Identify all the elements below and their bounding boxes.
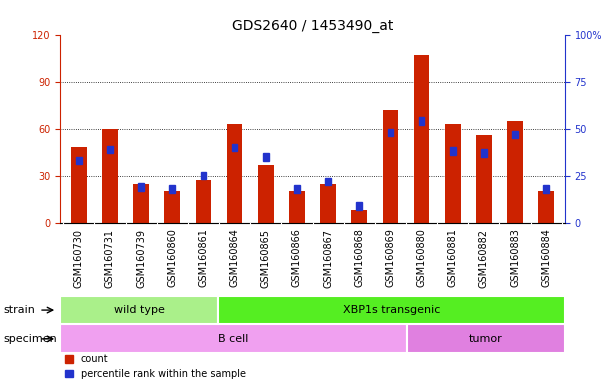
Text: B cell: B cell [218,334,249,344]
Bar [60,296,218,324]
Bar [169,185,175,193]
Text: GSM160882: GSM160882 [479,228,489,288]
Bar [450,147,456,155]
Bar [71,147,87,223]
Bar [407,324,565,353]
Bar [294,185,300,193]
Bar [133,184,149,223]
Text: GSM160869: GSM160869 [385,228,395,288]
Legend: count, percentile rank within the sample: count, percentile rank within the sample [65,354,246,379]
Bar [138,183,144,191]
Bar [445,124,460,223]
Text: GSM160880: GSM160880 [416,228,427,288]
Text: tumor: tumor [469,334,503,344]
Bar [414,55,429,223]
Text: GSM160884: GSM160884 [542,228,551,288]
Bar [232,144,237,151]
Bar [289,191,305,223]
Bar [165,191,180,223]
Text: specimen: specimen [3,334,56,344]
Text: GSM160731: GSM160731 [105,228,115,288]
Text: GSM160861: GSM160861 [198,228,209,288]
Bar [258,165,273,223]
Bar [543,185,549,193]
Bar [388,129,393,136]
Text: GSM160730: GSM160730 [74,228,84,288]
Text: GSM160868: GSM160868 [354,228,364,288]
Text: GSM160883: GSM160883 [510,228,520,288]
Bar [218,296,565,324]
Bar [263,153,269,161]
Bar [512,131,518,138]
Bar [476,135,492,223]
Bar [352,210,367,223]
Text: GSM160739: GSM160739 [136,228,146,288]
Text: GSM160864: GSM160864 [230,228,240,288]
Text: XBP1s transgenic: XBP1s transgenic [343,305,440,315]
Text: wild type: wild type [114,305,165,315]
Bar [320,184,336,223]
Bar [60,324,407,353]
Bar [201,172,206,179]
Bar [107,146,113,153]
Bar [227,124,242,223]
Text: GDS2640 / 1453490_at: GDS2640 / 1453490_at [232,19,393,33]
Bar [102,129,118,223]
Bar [196,180,211,223]
Bar [325,177,331,185]
Text: GSM160860: GSM160860 [167,228,177,288]
Bar [538,191,554,223]
Bar [419,118,424,125]
Bar [507,121,523,223]
Text: GSM160865: GSM160865 [261,228,271,288]
Bar [481,149,487,157]
Bar [383,110,398,223]
Bar [76,157,82,164]
Text: GSM160867: GSM160867 [323,228,333,288]
Text: GSM160866: GSM160866 [292,228,302,288]
Text: GSM160881: GSM160881 [448,228,458,288]
Text: strain: strain [3,305,35,315]
Bar [356,202,362,210]
